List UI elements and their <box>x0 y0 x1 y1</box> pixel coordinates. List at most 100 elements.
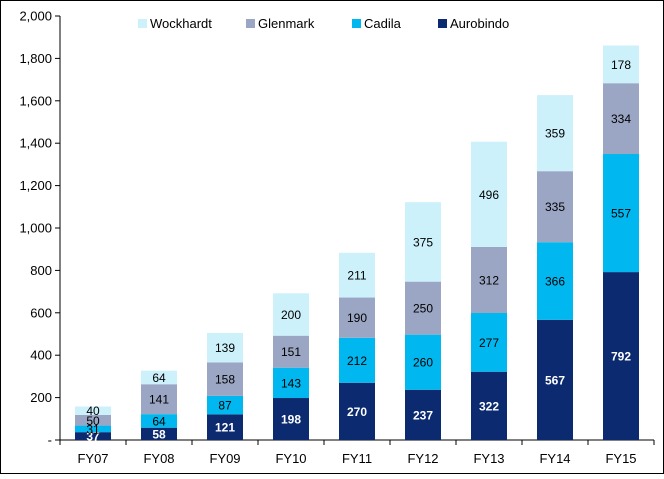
y-tick-label: 400 <box>30 348 52 363</box>
data-label-cadila: 260 <box>413 356 433 370</box>
bar-segment-aurobindo <box>339 382 375 440</box>
bar-segment-aurobindo <box>537 319 573 440</box>
bar-segment-wockhardt <box>141 370 177 385</box>
data-label-glenmark: 141 <box>149 393 169 407</box>
data-label-aurobindo: 121 <box>215 421 235 435</box>
x-tick-label: FY13 <box>473 451 504 466</box>
y-tick-label: 1,000 <box>19 221 52 236</box>
legend-swatch-glenmark <box>246 19 255 28</box>
bar-segment-cadila <box>405 334 441 390</box>
bar-segment-wockhardt <box>603 45 639 84</box>
y-tick-label: 1,200 <box>19 178 52 193</box>
data-label-cadila: 277 <box>479 336 499 350</box>
data-label-glenmark: 151 <box>281 345 301 359</box>
data-label-cadila: 366 <box>545 275 565 289</box>
bar-segment-wockhardt <box>207 332 243 363</box>
x-tick-label: FY07 <box>77 451 108 466</box>
data-label-glenmark: 335 <box>545 200 565 214</box>
x-tick-label: FY12 <box>407 451 438 466</box>
bar-segment-cadila <box>207 395 243 415</box>
data-label-wockhardt: 496 <box>479 188 499 202</box>
y-tick-label: 1,800 <box>19 51 52 66</box>
data-label-cadila: 212 <box>347 354 367 368</box>
legend: Wockhardt Glenmark Cadila Aurobindo <box>138 16 509 31</box>
data-label-wockhardt: 178 <box>611 58 631 72</box>
legend-label-glenmark: Glenmark <box>258 16 315 31</box>
bar-segment-aurobindo <box>141 427 177 440</box>
bar-segment-wockhardt <box>471 141 507 247</box>
data-labels-layer: 3731504058641416412187158139198143151200… <box>86 58 631 444</box>
bar-segment-aurobindo <box>273 398 309 440</box>
bar-segment-cadila <box>273 367 309 399</box>
bar-segment-aurobindo <box>603 272 639 440</box>
bar-segment-cadila <box>141 414 177 428</box>
data-label-glenmark: 312 <box>479 273 499 287</box>
data-label-glenmark: 334 <box>611 112 631 126</box>
y-tick-label: 200 <box>30 390 52 405</box>
y-tick-label: - <box>48 433 52 448</box>
x-tick-label: FY10 <box>275 451 306 466</box>
bar-segment-glenmark <box>471 246 507 314</box>
data-label-cadila: 143 <box>281 376 301 390</box>
bar-segment-glenmark <box>207 362 243 396</box>
bar-segment-wockhardt <box>405 202 441 282</box>
bar-segment-glenmark <box>537 171 573 243</box>
y-tick-label: 1,400 <box>19 136 52 151</box>
legend-swatch-wockhardt <box>138 19 147 28</box>
data-label-wockhardt: 64 <box>152 371 166 385</box>
bar-segment-aurobindo <box>405 389 441 440</box>
bar-segment-cadila <box>603 154 639 273</box>
data-label-aurobindo: 270 <box>347 405 367 419</box>
bar-segment-glenmark <box>603 83 639 155</box>
y-tick-label: 600 <box>30 305 52 320</box>
data-label-cadila: 557 <box>611 207 631 221</box>
data-label-aurobindo: 792 <box>611 350 631 364</box>
legend-swatch-cadila <box>352 19 361 28</box>
data-label-aurobindo: 37 <box>86 430 100 444</box>
bar-segment-glenmark <box>273 335 309 368</box>
legend-label-aurobindo: Aurobindo <box>450 16 509 31</box>
bar-segment-glenmark <box>141 384 177 415</box>
data-label-aurobindo: 567 <box>545 373 565 387</box>
data-label-glenmark: 250 <box>413 302 433 316</box>
data-label-wockhardt: 40 <box>86 404 100 418</box>
bar-segment-wockhardt <box>75 406 111 415</box>
bar-segment-wockhardt <box>537 95 573 172</box>
legend-swatch-aurobindo <box>438 19 447 28</box>
bar-segment-glenmark <box>339 297 375 338</box>
bar-segment-aurobindo <box>75 432 111 440</box>
y-tick-label: 1,600 <box>19 93 52 108</box>
x-tick-label: FY11 <box>342 451 372 466</box>
x-tick-label: FY14 <box>539 451 570 466</box>
x-tick-label: FY09 <box>209 451 240 466</box>
bars-layer <box>75 45 639 440</box>
bar-segment-cadila <box>339 337 375 383</box>
bar-segment-cadila <box>75 425 111 433</box>
y-axis: - 200 400 600 800 1,000 1,200 1,400 1,600 1,800 2,… <box>19 9 61 448</box>
y-tick-label: 800 <box>30 263 52 278</box>
y-tick-label: 2,000 <box>19 9 52 24</box>
legend-label-cadila: Cadila <box>364 16 402 31</box>
data-label-aurobindo: 58 <box>152 427 166 441</box>
bar-segment-glenmark <box>75 414 111 426</box>
data-label-wockhardt: 375 <box>413 235 433 249</box>
data-label-aurobindo: 198 <box>281 413 301 427</box>
bar-segment-cadila <box>471 313 507 372</box>
data-label-cadila: 87 <box>218 399 232 413</box>
bar-segment-cadila <box>537 242 573 320</box>
bar-segment-wockhardt <box>339 252 375 298</box>
data-label-cadila: 31 <box>86 422 100 436</box>
data-label-glenmark: 190 <box>347 311 367 325</box>
x-tick-label: FY15 <box>605 451 636 466</box>
data-label-glenmark: 50 <box>86 414 100 428</box>
bar-segment-aurobindo <box>207 414 243 440</box>
data-label-cadila: 64 <box>152 414 166 428</box>
data-label-wockhardt: 211 <box>347 269 366 283</box>
bar-segment-wockhardt <box>273 293 309 336</box>
x-tick-label: FY08 <box>143 451 174 466</box>
bar-segment-glenmark <box>405 281 441 335</box>
data-label-aurobindo: 322 <box>479 399 499 413</box>
data-label-wockhardt: 139 <box>215 341 235 355</box>
